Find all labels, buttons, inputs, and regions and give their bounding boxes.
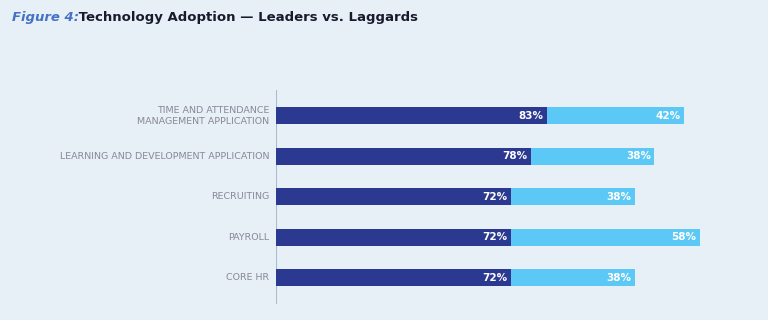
Bar — [276, 108, 547, 124]
Text: 72%: 72% — [482, 273, 508, 283]
Bar — [276, 269, 511, 286]
Text: 38%: 38% — [607, 192, 631, 202]
Bar — [511, 269, 635, 286]
Text: 42%: 42% — [655, 111, 680, 121]
Text: 72%: 72% — [482, 232, 508, 242]
Bar — [547, 108, 684, 124]
Bar — [511, 229, 700, 246]
Bar — [531, 148, 654, 165]
Bar — [276, 148, 531, 165]
Bar — [276, 229, 511, 246]
Bar — [276, 188, 511, 205]
Text: 38%: 38% — [626, 151, 651, 161]
Text: 38%: 38% — [607, 273, 631, 283]
Bar — [511, 188, 635, 205]
Text: Figure 4:: Figure 4: — [12, 11, 78, 24]
Text: 78%: 78% — [502, 151, 528, 161]
Text: 58%: 58% — [672, 232, 697, 242]
Text: 72%: 72% — [482, 192, 508, 202]
Text: Technology Adoption — Leaders vs. Laggards: Technology Adoption — Leaders vs. Laggar… — [74, 11, 419, 24]
Text: 83%: 83% — [518, 111, 544, 121]
